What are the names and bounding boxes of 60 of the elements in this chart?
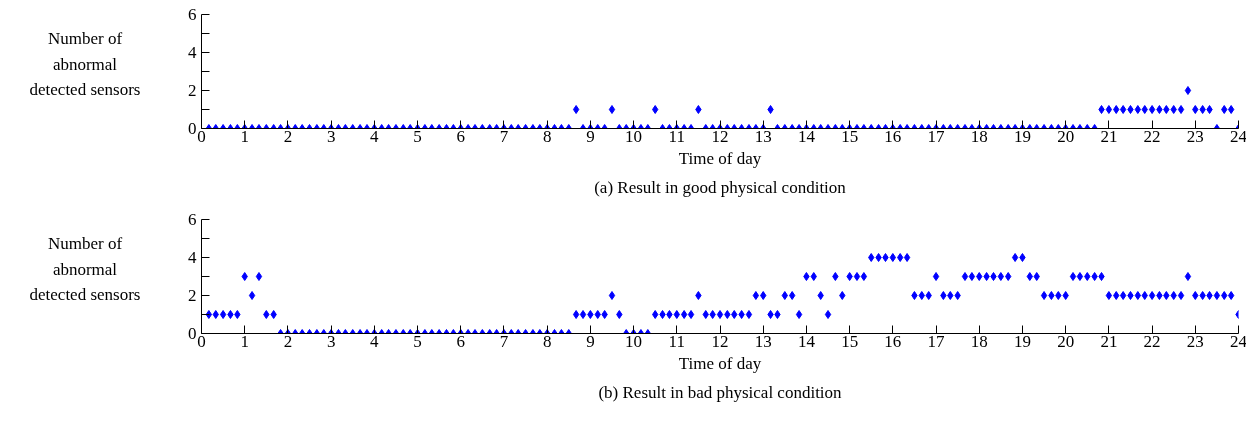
x-tick-label: 17 bbox=[927, 331, 946, 351]
x-tick-label: 5 bbox=[413, 126, 422, 146]
y-axis-title: Number of abnormal detected sensors bbox=[29, 233, 141, 306]
x-tick-label: 15 bbox=[841, 126, 859, 146]
x-tick-label: 14 bbox=[797, 331, 816, 351]
x-tick-label: 1 bbox=[240, 331, 249, 351]
x-tick-label: 23 bbox=[1186, 126, 1204, 146]
text: (b) Result in bad physical condition bbox=[598, 382, 843, 402]
x-tick-label: 19 bbox=[1013, 126, 1031, 146]
y-axis-title: Number of abnormal detected sensors bbox=[29, 28, 141, 101]
x-tick-label: 20 bbox=[1057, 331, 1075, 351]
x-tick-label: 9 bbox=[586, 331, 595, 351]
x-tick-label: 14 bbox=[797, 126, 816, 146]
x-tick-label: 18 bbox=[970, 126, 988, 146]
x-tick-label: 4 bbox=[370, 331, 380, 351]
x-tick-label: 21 bbox=[1100, 126, 1118, 146]
x-tick-label: 1 bbox=[240, 126, 249, 146]
x-tick-label: 19 bbox=[1013, 331, 1031, 351]
text: (a) Result in good physical condition bbox=[594, 177, 847, 197]
x-tick-label: 5 bbox=[413, 331, 422, 351]
x-tick-label: 11 bbox=[668, 126, 685, 146]
x-tick-label: 18 bbox=[970, 331, 988, 351]
x-tick-label: 8 bbox=[542, 126, 552, 146]
x-tick-label: 11 bbox=[668, 331, 685, 351]
x-tick-label: 22 bbox=[1143, 331, 1161, 351]
x-tick-label: 13 bbox=[754, 331, 772, 351]
x-tick-label: 9 bbox=[586, 126, 595, 146]
x-tick-label: 24 bbox=[1230, 126, 1246, 146]
x-tick-label: 6 bbox=[456, 331, 465, 351]
x-tick-label: 13 bbox=[754, 126, 772, 146]
x-tick-label: 3 bbox=[326, 126, 336, 146]
x-tick-label: 12 bbox=[711, 331, 729, 351]
x-tick-label: 6 bbox=[456, 126, 465, 146]
x-tick-label: 23 bbox=[1186, 331, 1204, 351]
x-tick-label: 16 bbox=[884, 126, 902, 146]
x-tick-label: 20 bbox=[1057, 126, 1075, 146]
y-tick-label: 4 bbox=[188, 43, 197, 62]
x-tick-label: 15 bbox=[841, 331, 859, 351]
x-tick-label: 8 bbox=[542, 331, 552, 351]
y-tick-label: 6 bbox=[188, 210, 197, 229]
x-tick-label: 24 bbox=[1230, 331, 1246, 351]
x-tick-label: 21 bbox=[1100, 331, 1118, 351]
x-axis-title: Time of day bbox=[678, 148, 762, 168]
x-tick-label: 2 bbox=[283, 126, 293, 146]
x-tick-label: 4 bbox=[370, 126, 380, 146]
x-tick-label: 17 bbox=[927, 126, 946, 146]
x-axis-title: Time of day bbox=[678, 353, 762, 373]
x-tick-label: 2 bbox=[283, 331, 293, 351]
y-tick-label: 6 bbox=[188, 5, 197, 24]
y-tick-label: 2 bbox=[188, 81, 197, 100]
x-tick-label: 3 bbox=[326, 331, 336, 351]
x-tick-label: 7 bbox=[499, 126, 509, 146]
y-tick-label: 4 bbox=[188, 248, 197, 267]
x-tick-label: 7 bbox=[499, 331, 509, 351]
x-tick-label: 10 bbox=[625, 331, 643, 351]
x-tick-label: 12 bbox=[711, 126, 729, 146]
y-tick-label: 2 bbox=[188, 286, 197, 305]
x-tick-label: 22 bbox=[1143, 126, 1161, 146]
x-tick-label: 10 bbox=[625, 126, 643, 146]
x-tick-label: 16 bbox=[884, 331, 902, 351]
